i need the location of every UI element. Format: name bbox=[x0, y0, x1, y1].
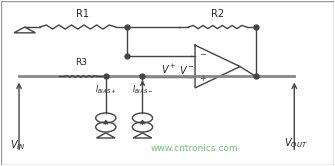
Text: R1: R1 bbox=[76, 9, 89, 19]
Text: $V_{IN}$: $V_{IN}$ bbox=[10, 139, 25, 152]
Text: +: + bbox=[199, 74, 206, 83]
Text: $I_{BIAS+}$: $I_{BIAS+}$ bbox=[95, 83, 117, 95]
Text: $V_{OUT}$: $V_{OUT}$ bbox=[284, 136, 308, 150]
Text: $V^+$: $V^+$ bbox=[161, 63, 177, 76]
Text: −: − bbox=[199, 50, 206, 59]
Text: $I_{BIAS-}$: $I_{BIAS-}$ bbox=[132, 83, 153, 95]
Text: R2: R2 bbox=[211, 9, 224, 19]
Text: www.cntronics.com: www.cntronics.com bbox=[150, 144, 238, 153]
Text: $V^-$: $V^-$ bbox=[179, 64, 195, 76]
Text: R3: R3 bbox=[75, 58, 87, 67]
